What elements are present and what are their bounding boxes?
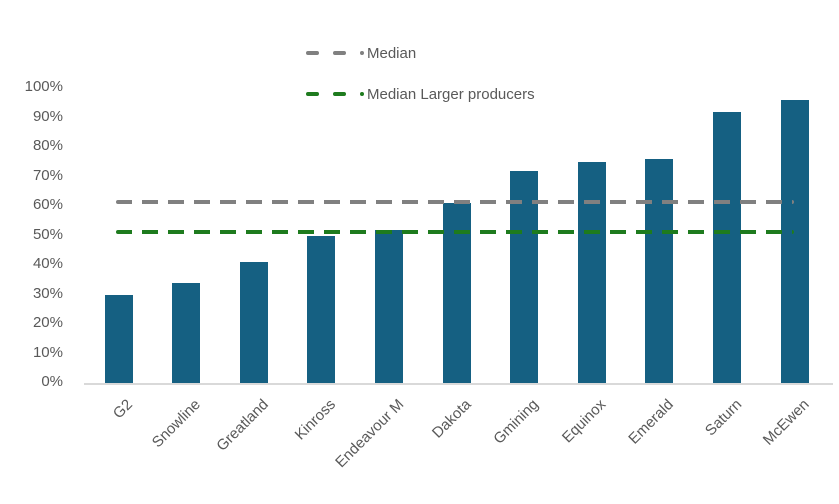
x-axis-category-label: Gmining <box>490 396 543 448</box>
legend-item: Median <box>306 43 416 63</box>
y-axis-tick-label: 0% <box>41 373 63 390</box>
legend-dash-icon <box>333 92 346 96</box>
y-axis-tick-label: 30% <box>32 284 63 302</box>
reference-line-median <box>116 200 794 205</box>
bar-equinox <box>577 161 606 383</box>
y-axis-tick-label: 90% <box>32 107 63 125</box>
legend-dot-icon <box>360 92 364 96</box>
reference-line-median-larger-producers <box>116 229 794 234</box>
x-axis-category-label: McEwen <box>759 396 813 449</box>
bar-saturn <box>712 111 741 383</box>
y-axis-tick-label: 20% <box>32 314 63 331</box>
legend-dot-icon <box>360 51 364 55</box>
bar-snowline <box>172 282 201 383</box>
x-axis-category-label: G2 <box>110 396 137 423</box>
y-axis-tick-label: 80% <box>32 137 63 154</box>
bar-g2 <box>104 294 133 383</box>
x-axis-category-label: Kinross <box>291 396 340 444</box>
x-axis-category-label: Equinox <box>559 396 610 447</box>
bar-mcewen <box>780 99 809 383</box>
bar-emerald <box>645 158 674 383</box>
legend-dash-icon <box>306 51 319 55</box>
legend-dash-icon <box>306 92 319 96</box>
y-axis-tick-label: 50% <box>32 225 63 243</box>
y-axis-tick-label: 10% <box>32 343 63 361</box>
x-axis-line <box>84 383 833 385</box>
bar-greatland <box>239 262 268 383</box>
y-axis-tick-label: 100% <box>24 78 63 95</box>
bar-gmining <box>510 170 539 383</box>
x-axis-category-label: Greatland <box>213 396 272 455</box>
x-axis-category-label: Saturn <box>701 396 745 440</box>
legend-label: Median Larger producers <box>367 85 535 103</box>
x-axis-category-label: Emerald <box>625 396 678 448</box>
legend-dash-icon <box>333 51 346 55</box>
legend-item: Median Larger producers <box>306 84 535 104</box>
bar-kinross <box>307 235 336 383</box>
y-axis-tick-label: 70% <box>32 166 63 184</box>
y-axis-tick-label: 60% <box>32 196 63 213</box>
y-axis-tick-label: 40% <box>32 255 63 272</box>
x-axis-category-label: Dakota <box>428 396 475 442</box>
x-axis-category-label: Endeavour M <box>331 396 407 472</box>
legend-label: Median <box>367 44 417 62</box>
bar-endeavour-m <box>374 229 403 383</box>
x-axis-category-label: Snowline <box>149 396 205 452</box>
